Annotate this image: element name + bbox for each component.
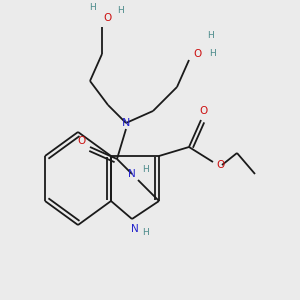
Text: O: O bbox=[200, 106, 208, 116]
Text: O: O bbox=[104, 13, 112, 23]
Text: N: N bbox=[122, 118, 130, 128]
Text: H: H bbox=[142, 228, 149, 237]
Text: H: H bbox=[90, 3, 96, 12]
Text: O: O bbox=[194, 49, 202, 59]
Text: O: O bbox=[77, 136, 85, 146]
Text: H: H bbox=[207, 32, 213, 40]
Text: N: N bbox=[131, 224, 139, 235]
Text: H: H bbox=[210, 50, 216, 58]
Text: H: H bbox=[117, 6, 123, 15]
Text: N: N bbox=[128, 169, 136, 179]
Text: O: O bbox=[216, 160, 225, 170]
Text: H: H bbox=[142, 165, 149, 174]
